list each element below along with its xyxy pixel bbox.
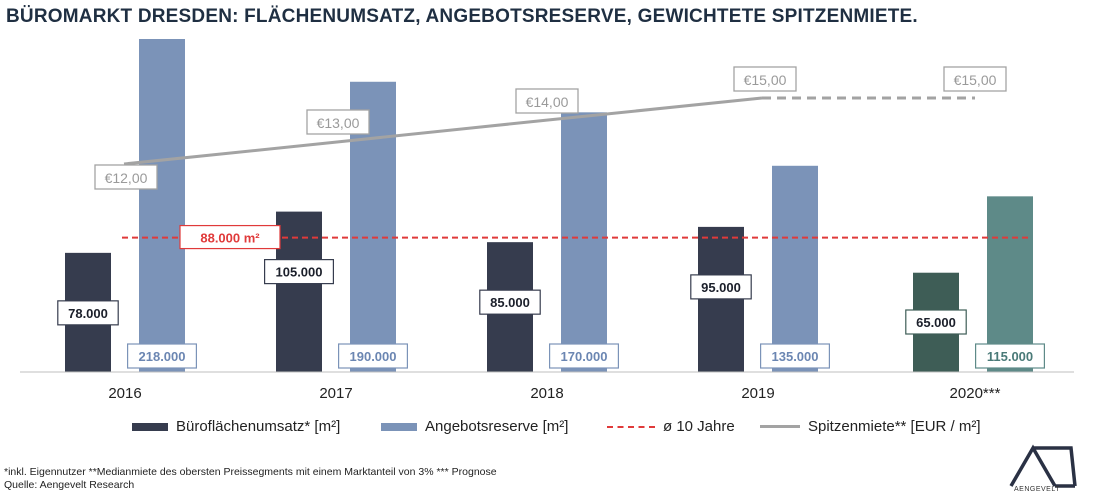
- footnote: *inkl. Eigennutzer **Medianmiete des obe…: [4, 466, 497, 478]
- bars-layer: [65, 39, 1033, 373]
- rent-label-box: [306, 109, 370, 135]
- data-label-box-umsatz: [905, 309, 967, 335]
- x-tick-label: 2016: [108, 385, 141, 402]
- average-line-layer: 88.000 m²: [122, 224, 1032, 250]
- data-label-box-angebot: [548, 343, 619, 369]
- rent-label-box: [515, 88, 579, 114]
- logo-text: AENGEVELT: [1014, 486, 1060, 493]
- data-label-angebot: 115.000: [987, 349, 1033, 364]
- rent-label: €13,00: [317, 115, 360, 131]
- legend-swatch-angebot: [381, 422, 417, 431]
- data-label-umsatz: 78.000: [68, 306, 108, 321]
- data-label-angebot: 218.000: [139, 349, 186, 364]
- legend-item-avg: ø 10 Jahre: [607, 418, 735, 435]
- legend-swatch-avg: [607, 425, 655, 428]
- x-tick-label: 2017: [319, 385, 352, 402]
- legend-swatch-rent: [760, 425, 800, 428]
- rent-label: €14,00: [526, 94, 569, 110]
- data-label-angebot: 135.000: [772, 349, 819, 364]
- rent-label-box: [943, 66, 1007, 92]
- bar-umsatz-2017: [276, 211, 322, 372]
- legend-label-angebot: Angebotsreserve [m²]: [425, 418, 569, 435]
- average-label-box: [179, 224, 281, 250]
- legend-item-umsatz: Büroflächenumsatz* [m²]: [132, 418, 340, 435]
- data-label-angebot: 170.000: [561, 349, 608, 364]
- legend-label-avg: ø 10 Jahre: [663, 418, 735, 435]
- data-label-umsatz: 105.000: [276, 265, 323, 280]
- rent-label-box: [94, 164, 158, 190]
- rent-line-layer: €12,00 €13,00 €14,00 €15,00 €15,00: [94, 66, 1007, 190]
- chart-legend: Büroflächenumsatz* [m²] Angebotsreserve …: [0, 418, 1094, 446]
- data-label-box-umsatz: [264, 259, 335, 285]
- data-label-umsatz: 95.000: [701, 280, 741, 295]
- bar-angebot-2019: [772, 165, 818, 372]
- data-label-box-angebot: [338, 343, 409, 369]
- legend-swatch-umsatz: [132, 422, 168, 431]
- legend-label-rent: Spitzenmiete** [EUR / m²]: [808, 418, 981, 435]
- bar-angebot-2018: [561, 112, 607, 372]
- legend-item-angebot: Angebotsreserve [m²]: [381, 418, 568, 435]
- rent-line-solid: [123, 96, 763, 166]
- data-label-box-umsatz: [479, 289, 541, 315]
- chart-title: BÜROMARKT DRESDEN: FLÄCHENUMSATZ, ANGEBO…: [6, 6, 918, 27]
- bar-angebot-2020: [987, 196, 1033, 372]
- value-labels-layer: 78.000 218.000 105.000 190.000 85.000 170.000…: [57, 259, 1045, 369]
- data-label-umsatz: 85.000: [490, 295, 530, 310]
- data-label-box-umsatz: [57, 300, 119, 326]
- source-note: Quelle: Aengevelt Research: [4, 479, 135, 491]
- aengevelt-logo: [1009, 444, 1077, 488]
- rent-label: €12,00: [105, 170, 148, 186]
- x-axis: 2016 2017 2018 2019 2020***: [20, 371, 1074, 402]
- rent-label: €15,00: [744, 72, 787, 88]
- rent-label-box: [733, 66, 797, 92]
- legend-label-umsatz: Büroflächenumsatz* [m²]: [176, 418, 341, 435]
- legend-item-rent: Spitzenmiete** [EUR / m²]: [760, 418, 981, 435]
- data-label-box-angebot: [759, 343, 830, 369]
- data-label-box-angebot: [974, 343, 1045, 369]
- data-label-angebot: 190.000: [350, 349, 397, 364]
- chart-plot: 88.000 m² €12,00 €13,00 €14,00 €15,00 €15,00…: [20, 39, 1074, 402]
- data-label-box-umsatz: [690, 274, 752, 300]
- average-label: 88.000 m²: [200, 231, 260, 246]
- x-tick-label: 2020***: [950, 385, 1001, 402]
- data-label-box-angebot: [126, 343, 198, 369]
- rent-label: €15,00: [954, 72, 997, 88]
- data-label-umsatz: 65.000: [916, 315, 956, 330]
- bar-angebot-2016: [139, 39, 185, 372]
- x-tick-label: 2018: [530, 385, 563, 402]
- x-tick-label: 2019: [741, 385, 774, 402]
